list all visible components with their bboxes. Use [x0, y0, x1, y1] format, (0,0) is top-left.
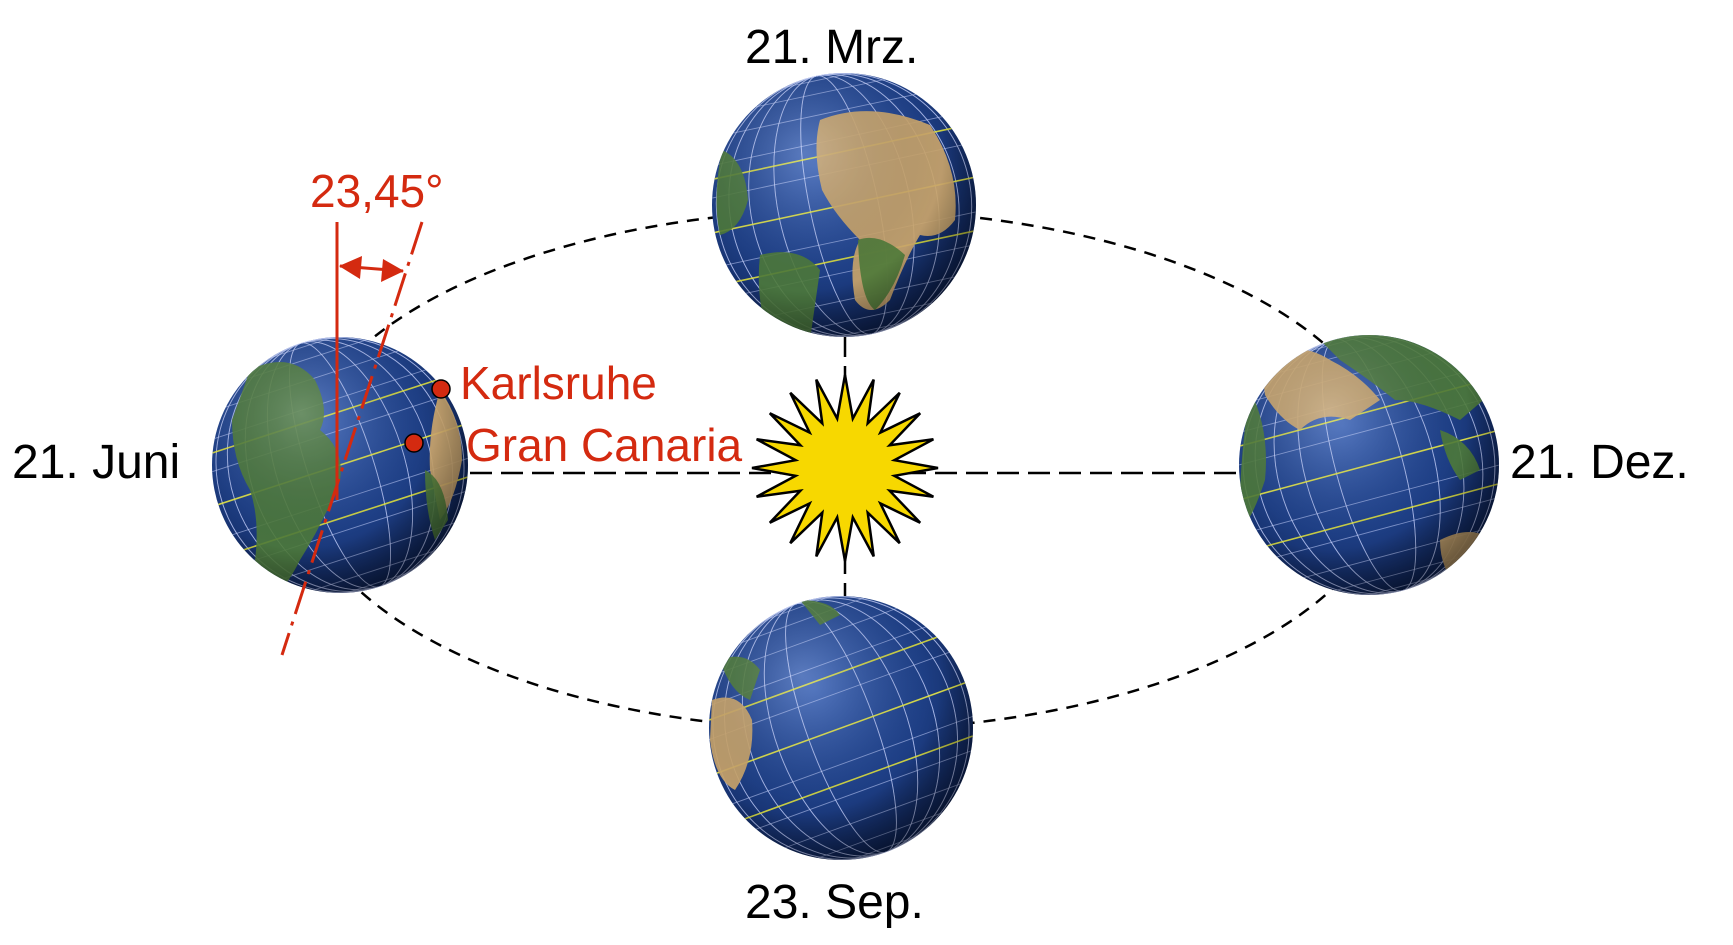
earth-globe-june — [212, 337, 468, 593]
sun-icon — [751, 374, 939, 562]
date-label-december: 21. Dez. — [1510, 436, 1689, 489]
date-label-september: 23. Sep. — [745, 876, 924, 929]
gran-canaria-label: Gran Canaria — [466, 419, 743, 471]
earth-globe-december — [1239, 335, 1499, 595]
karlsruhe-marker — [431, 379, 451, 399]
karlsruhe-label: Karlsruhe — [460, 357, 657, 409]
arrow-right-icon — [381, 259, 404, 282]
tilt-angle-label: 23,45° — [310, 165, 444, 217]
gran-canaria-marker — [404, 433, 424, 453]
arrow-left-icon — [339, 256, 362, 279]
tilted-axis-line — [280, 221, 424, 656]
date-label-june: 21. Juni — [12, 436, 180, 489]
earth-globe-march — [712, 73, 976, 337]
date-label-march: 21. Mrz. — [745, 21, 918, 74]
earth-globe-september — [709, 596, 973, 860]
tilt-annotation: 23,45° Karlsruhe Gran Canaria — [280, 165, 743, 656]
